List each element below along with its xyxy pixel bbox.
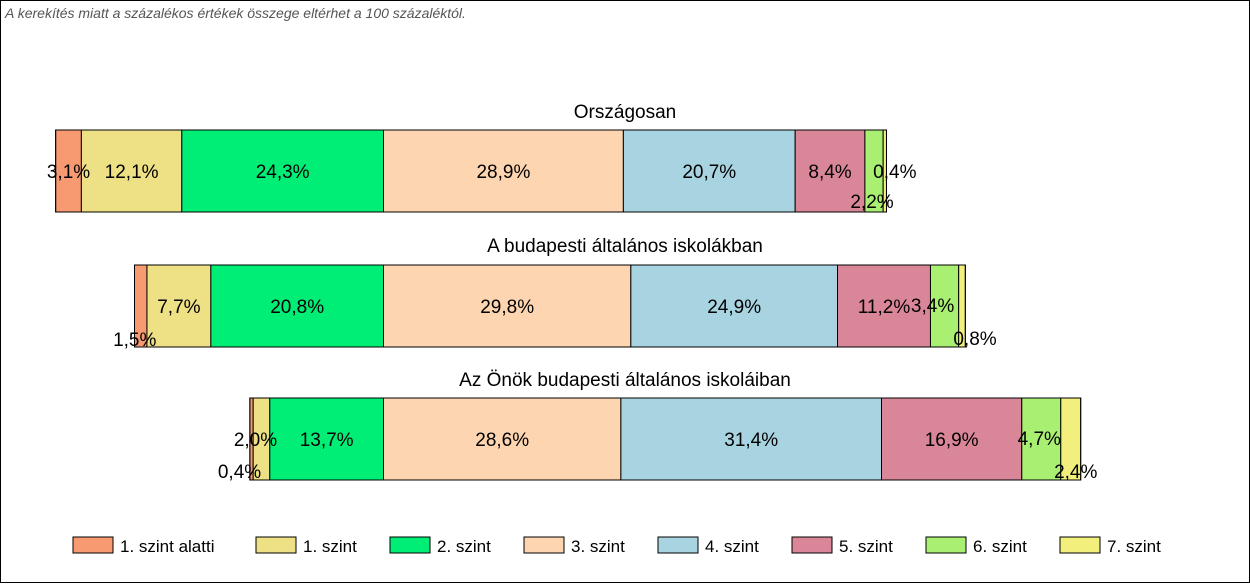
- legend-label: 7. szint: [1107, 537, 1161, 556]
- data-label: 11,2%: [858, 297, 911, 318]
- data-label: 2,2%: [850, 192, 893, 213]
- data-label: 3,4%: [911, 296, 954, 317]
- bar-segment: [794, 129, 866, 213]
- legend-swatch: [523, 536, 565, 554]
- bar-segment: [383, 264, 632, 348]
- bar-outline: [55, 129, 887, 213]
- legend-swatch: [255, 536, 297, 554]
- data-label: 12,1%: [105, 162, 159, 183]
- legend-item: 7. szint: [1059, 536, 1161, 556]
- bar-outline: [134, 264, 966, 348]
- legend-label: 5. szint: [839, 537, 893, 556]
- bar-segment: [837, 264, 931, 348]
- bar-segment: [383, 129, 624, 213]
- bar-segment: [929, 264, 960, 348]
- bar-outline: [249, 397, 1082, 481]
- legend-label: 4. szint: [705, 537, 759, 556]
- bar-segment: [630, 264, 839, 348]
- row-title: Az Önök budapesti általános iskoláiban: [459, 370, 791, 391]
- data-label: 4,7%: [1018, 429, 1061, 450]
- data-label: 31,4%: [724, 430, 778, 451]
- legend-item: 2. szint: [389, 536, 491, 556]
- legend-item: 6. szint: [925, 536, 1027, 556]
- bar-segment: [383, 397, 622, 481]
- legend-item: 4. szint: [657, 536, 759, 556]
- data-label: 28,9%: [476, 162, 530, 183]
- legend-label: 1. szint alatti: [120, 537, 215, 556]
- data-label: 2,0%: [234, 430, 277, 451]
- data-label: 20,8%: [270, 297, 324, 318]
- legend-label: 1. szint: [303, 537, 357, 556]
- data-label: 0,8%: [953, 329, 996, 350]
- data-label: 13,7%: [300, 430, 354, 451]
- data-label: 2,4%: [1054, 462, 1097, 483]
- legend-swatch: [925, 536, 967, 554]
- data-label: 24,3%: [256, 162, 310, 183]
- data-label: 29,8%: [480, 297, 534, 318]
- row-title: Országosan: [574, 102, 676, 123]
- data-label: 8,4%: [808, 162, 851, 183]
- legend-swatch: [791, 536, 833, 554]
- bar-segment: [620, 397, 882, 481]
- legend-swatch: [1059, 536, 1101, 554]
- data-label: 24,9%: [707, 297, 761, 318]
- data-label: 3,1%: [47, 162, 90, 183]
- legend-swatch: [72, 536, 114, 554]
- data-label: 16,9%: [925, 430, 979, 451]
- legend-item: 1. szint: [255, 536, 357, 556]
- rounding-note: A kerekítés miatt a százalékos értékek ö…: [5, 5, 466, 21]
- legend-item: 3. szint: [523, 536, 625, 556]
- legend-swatch: [389, 536, 431, 554]
- data-label: 0,4%: [873, 162, 916, 183]
- data-label: 20,7%: [682, 162, 736, 183]
- data-label: 1,5%: [113, 330, 156, 351]
- data-label: 0,4%: [218, 462, 261, 483]
- legend-label: 3. szint: [571, 537, 625, 556]
- legend-label: 2. szint: [437, 537, 491, 556]
- legend-item: 1. szint alatti: [72, 536, 215, 556]
- legend-swatch: [657, 536, 699, 554]
- legend-item: 5. szint: [791, 536, 893, 556]
- data-label: 28,6%: [475, 430, 529, 451]
- data-label: 7,7%: [157, 297, 200, 318]
- legend-label: 6. szint: [973, 537, 1027, 556]
- row-title: A budapesti általános iskolákban: [487, 236, 763, 257]
